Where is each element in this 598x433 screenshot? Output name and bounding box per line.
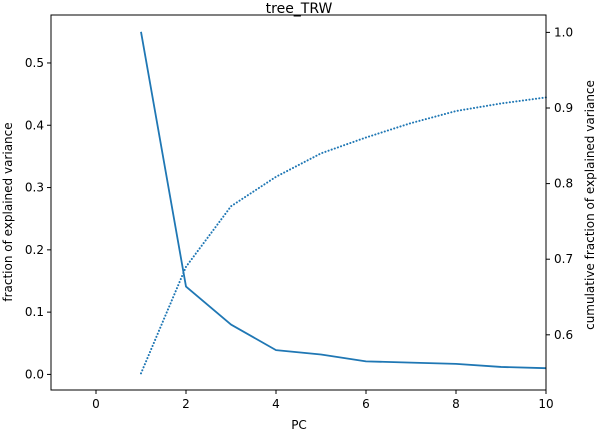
- x-tick-label: 8: [452, 397, 460, 411]
- axes: 0 2 4 6 8 10 0.0 0.1 0.2 0.3 0.4 0.5 0.6 0.7 0.8 0.9 1.0: [25, 14, 573, 411]
- x-tick-label: 6: [362, 397, 370, 411]
- y-tick-label: 0.5: [25, 56, 44, 70]
- x-tick-label: 0: [92, 397, 100, 411]
- y-tick-label: 0.1: [25, 305, 44, 319]
- cumulative-variance-line: [140, 96, 547, 375]
- plot-area: [140, 31, 547, 375]
- x-axis-label: PC: [291, 418, 307, 432]
- y2-tick-label: 1.0: [554, 25, 573, 39]
- y-tick-label: 0.2: [25, 243, 44, 257]
- x-tick-label: 10: [538, 397, 553, 411]
- plot-frame: [50, 14, 547, 391]
- y-axis-label: fraction of explained variance: [1, 122, 15, 301]
- x-tick-label: 2: [182, 397, 190, 411]
- y2-tick-label: 0.7: [554, 252, 573, 266]
- y2-tick-label: 0.6: [554, 328, 573, 342]
- y-tick-label: 0.0: [25, 367, 44, 381]
- y2-tick-label: 0.9: [554, 101, 573, 115]
- explained-variance-line: [140, 31, 547, 370]
- y-tick-label: 0.4: [25, 118, 44, 132]
- x-tick-label: 4: [272, 397, 280, 411]
- y2-tick-label: 0.8: [554, 177, 573, 191]
- y-tick-label: 0.3: [25, 181, 44, 195]
- y2-axis-label: cumulative fraction of explained varianc…: [583, 80, 597, 330]
- chart-title: tree_TRW: [266, 1, 333, 17]
